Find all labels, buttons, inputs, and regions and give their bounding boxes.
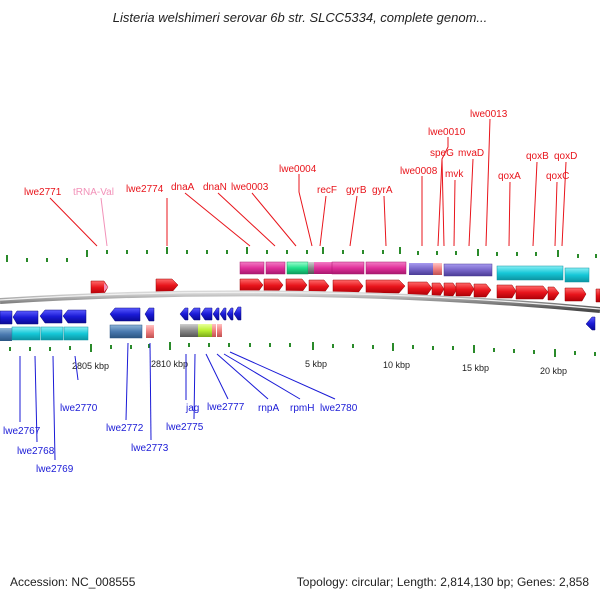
- scale-label-20kbp: 20 kbp: [540, 366, 567, 376]
- gene-label-rnpA: rnpA: [258, 403, 279, 414]
- accession-text: Accession: NC_008555: [10, 575, 136, 589]
- top-leader-lines: [49, 118, 567, 247]
- scale-label-2810kbp: 2810 kbp: [151, 359, 188, 369]
- bottom-feature-row: [0, 324, 222, 341]
- bottom-tick-marks: [9, 342, 596, 357]
- gene-label-lwe0004: lwe0004: [279, 164, 317, 175]
- gene-label-qoxC: qoxC: [546, 171, 569, 182]
- gene-label-lwe2772: lwe2772: [106, 423, 144, 434]
- top-feature-row: [239, 261, 590, 283]
- gene-label-lwe2768: lwe2768: [17, 446, 55, 457]
- reverse-gene-row: [0, 306, 596, 331]
- trna-leader-line: [100, 197, 108, 247]
- gene-label-lwe0008: lwe0008: [400, 166, 438, 177]
- gene-label-trna-val: tRNA-Val: [73, 187, 114, 198]
- gene-label-jag: jag: [185, 403, 199, 414]
- gene-label-qoxB: qoxB: [526, 151, 549, 162]
- genome-title: Listeria welshimeri serovar 6b str. SLCC…: [112, 10, 488, 25]
- bottom-leader-lines: [19, 342, 336, 461]
- gene-label-lwe2767: lwe2767: [3, 426, 41, 437]
- topology-text: Topology: circular; Length: 2,814,130 bp…: [296, 575, 589, 589]
- gene-label-lwe2770: lwe2770: [60, 403, 98, 414]
- gene-label-recF: recF: [317, 185, 337, 196]
- gene-label-mvk: mvk: [445, 169, 464, 180]
- gene-label-rpmH: rpmH: [290, 403, 314, 414]
- gene-label-qoxA: qoxA: [498, 171, 521, 182]
- gene-label-lwe0013: lwe0013: [470, 109, 508, 120]
- gene-label-lwe2773: lwe2773: [131, 443, 169, 454]
- gene-label-lwe2775: lwe2775: [166, 422, 204, 433]
- genome-backbone: [0, 290, 600, 313]
- gene-label-gyrB: gyrB: [346, 185, 367, 196]
- gene-label-lwe2780: lwe2780: [320, 403, 358, 414]
- gene-label-mvaD: mvaD: [458, 148, 484, 159]
- scale-label-15kbp: 15 kbp: [462, 363, 489, 373]
- gene-label-lwe0010: lwe0010: [428, 127, 466, 138]
- gene-label-qoxD: qoxD: [554, 151, 577, 162]
- gene-label-lwe2769: lwe2769: [36, 464, 74, 475]
- forward-gene-row: [90, 278, 600, 303]
- gene-label-lwe2774: lwe2774: [126, 184, 164, 195]
- scale-label-10kbp: 10 kbp: [383, 360, 410, 370]
- top-tick-marks: [6, 247, 597, 262]
- scale-label-2805kbp: 2805 kbp: [72, 361, 109, 371]
- gene-label-lwe0003: lwe0003: [231, 182, 269, 193]
- gene-label-gyrA: gyrA: [372, 185, 393, 196]
- gene-label-speG: speG: [430, 148, 454, 159]
- gene-label-lwe2777: lwe2777: [207, 402, 245, 413]
- gene-label-dnaA: dnaA: [171, 182, 195, 193]
- gene-label-dnaN: dnaN: [203, 182, 227, 193]
- scale-label-5kbp: 5 kbp: [305, 359, 327, 369]
- gene-label-lwe2771: lwe2771: [24, 187, 62, 198]
